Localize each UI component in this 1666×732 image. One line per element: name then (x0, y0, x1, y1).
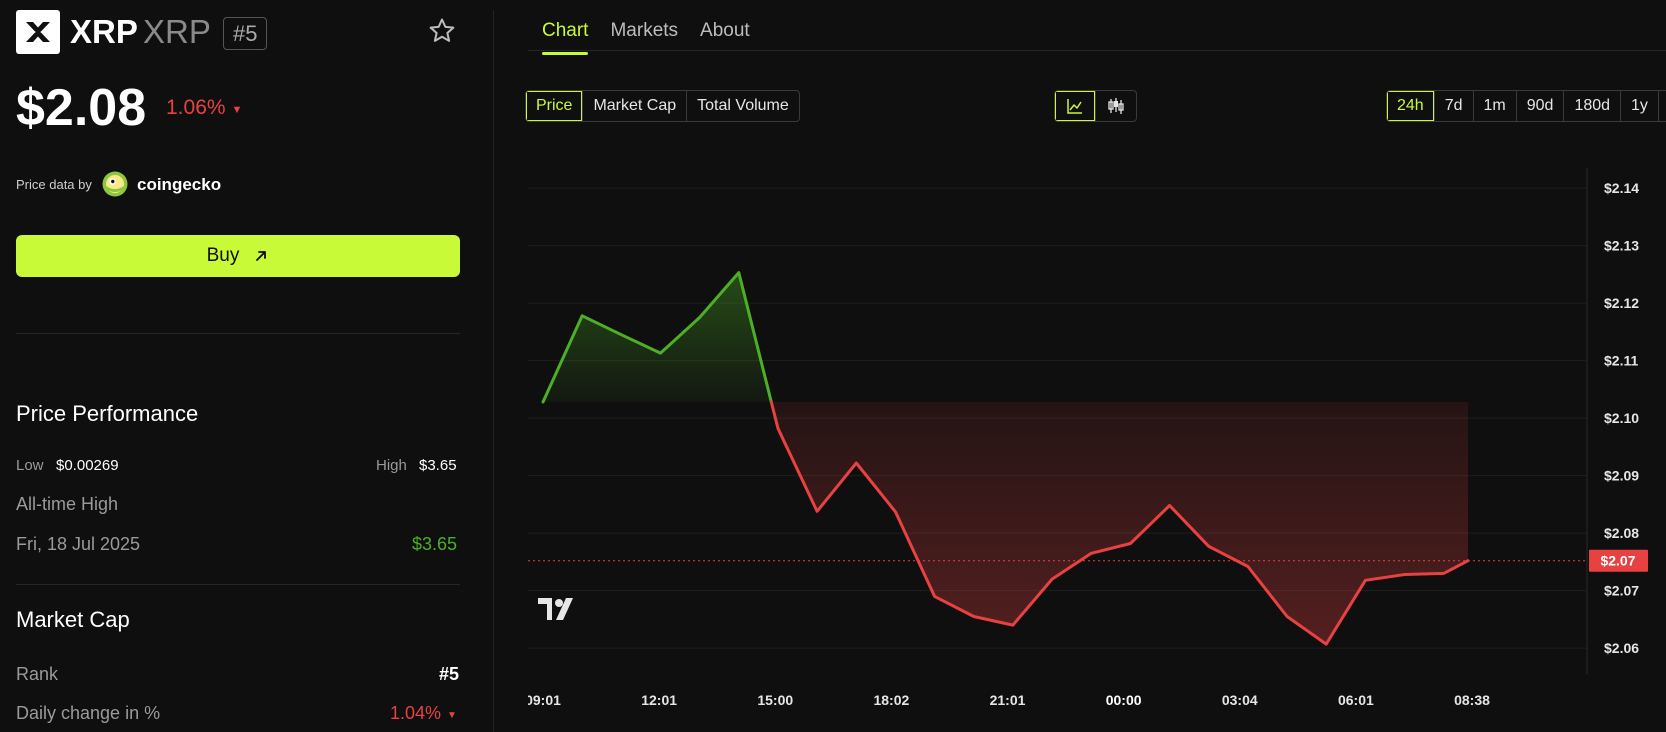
chart-type-selector (1054, 90, 1137, 122)
range-90d-button[interactable]: 90d (1517, 91, 1565, 121)
daily-change-label: Daily change in % (16, 703, 161, 723)
high-label: High (376, 457, 407, 474)
price-source-provider[interactable]: coingecko (137, 175, 222, 194)
metric-total-volume-button[interactable]: Total Volume (697, 97, 789, 114)
tab-markets[interactable]: Markets (610, 20, 679, 41)
y-tick-label: $2.09 (1604, 468, 1639, 484)
tab-about[interactable]: About (700, 20, 750, 41)
candlestick-chart-icon (1108, 98, 1124, 114)
low-value: $0.00269 (56, 457, 119, 474)
low-label: Low (16, 457, 44, 474)
y-tick-label: $2.12 (1604, 295, 1639, 311)
current-price: $2.08 (16, 79, 147, 137)
market-cap-title: Market Cap (16, 607, 130, 632)
price-change-24h: 1.06% ▼ (166, 94, 242, 124)
down-triangle-icon: ▼ (231, 104, 243, 116)
y-tick-label: $2.06 (1604, 640, 1639, 656)
candlestick-chart-button[interactable] (1096, 91, 1136, 121)
coin-name: XRP (143, 13, 211, 50)
coin-symbol: XRP (70, 13, 138, 50)
current-price-label: $2.07 (1600, 553, 1635, 569)
x-tick-label: 21:01 (990, 692, 1026, 708)
coin-summary-panel: XRP XRP #5 $2.08 1.06% ▼ Price data by co… (0, 0, 494, 732)
area-fill-up (543, 272, 772, 402)
metric-selector: Price Market Cap Total Volume (525, 90, 800, 122)
x-tick-label: 15:00 (757, 692, 793, 708)
ath-label: All-time High (16, 494, 119, 514)
panel-divider (493, 10, 494, 732)
view-tabs: Chart Markets About (542, 18, 750, 55)
line-chart-icon (1067, 99, 1082, 114)
price-chart[interactable]: $2.14 $2.13 $2.12 $2.11 $2.10 $2.09 $2.08 $2.07… (528, 150, 1666, 732)
range-180d-button[interactable]: 180d (1564, 91, 1622, 121)
section-divider (16, 584, 460, 585)
x-tick-label: 00:00 (1106, 692, 1142, 708)
x-tick-label: 09:01 (528, 692, 561, 708)
time-range-selector: 24h 7d 1m 90d 180d 1y a (1386, 90, 1666, 122)
y-tick-label: $2.11 (1604, 353, 1638, 369)
coingecko-logo-icon (102, 171, 128, 197)
metric-market-cap-button[interactable]: Market Cap (583, 91, 688, 121)
y-tick-label: $2.14 (1604, 180, 1639, 196)
metric-price-button[interactable]: Price (526, 91, 584, 121)
range-7d-button[interactable]: 7d (1435, 91, 1474, 121)
x-tick-label: 12:01 (641, 692, 677, 708)
price-change-value: 1.06% (166, 96, 226, 119)
price-line-down (769, 400, 1470, 646)
y-axis: $2.14 $2.13 $2.12 $2.11 $2.10 $2.09 $2.08 $2.07… (1589, 180, 1648, 656)
chart-line (528, 271, 1587, 646)
star-icon[interactable] (427, 16, 457, 46)
buy-button-label: Buy (206, 245, 240, 266)
area-fill-down (771, 402, 1468, 645)
x-tick-label: 06:01 (1338, 692, 1374, 708)
range-24h-button[interactable]: 24h (1387, 91, 1435, 121)
x-tick-label: 08:38 (1454, 692, 1490, 708)
daily-change-number: 1.04% (390, 703, 442, 723)
high-value: $3.65 (419, 457, 457, 474)
x-tick-label: 18:02 (873, 692, 909, 708)
x-tick-label: 03:04 (1222, 692, 1258, 708)
arrow-up-right-icon (256, 251, 267, 261)
section-divider (16, 333, 460, 334)
price-performance-title: Price Performance (16, 401, 199, 426)
rank-badge: #5 (223, 17, 268, 50)
price-line-up (541, 271, 773, 404)
buy-button[interactable]: Buy (16, 235, 460, 277)
xrp-logo-icon (16, 10, 60, 54)
rank-value: #5 (439, 664, 460, 684)
line-chart-button[interactable] (1055, 91, 1096, 121)
chart-area-fill (543, 272, 1468, 645)
range-1m-button[interactable]: 1m (1474, 91, 1517, 121)
range-1y-button[interactable]: 1y (1621, 91, 1659, 121)
current-price-tag (1589, 549, 1648, 572)
tradingview-watermark-icon (538, 598, 573, 620)
x-axis: 09:01 12:01 15:00 18:02 21:01 00:00 03:04 06:01… (528, 692, 1490, 708)
y-tick-label: $2.13 (1604, 238, 1639, 254)
tabs-underline (528, 50, 1666, 51)
price-source-label: Price data by (16, 177, 92, 192)
tab-chart[interactable]: Chart (542, 18, 589, 55)
daily-change-value: 1.04% ▼ (390, 701, 457, 728)
down-triangle-icon: ▼ (447, 710, 457, 721)
y-tick-label: $2.08 (1604, 525, 1639, 541)
ath-date: Fri, 18 Jul 2025 (16, 534, 141, 554)
rank-label: Rank (16, 664, 59, 684)
y-tick-label: $2.07 (1604, 583, 1639, 599)
range-all-button[interactable]: a (1659, 91, 1666, 121)
y-tick-label: $2.10 (1604, 410, 1639, 426)
ath-value: $3.65 (412, 534, 458, 554)
